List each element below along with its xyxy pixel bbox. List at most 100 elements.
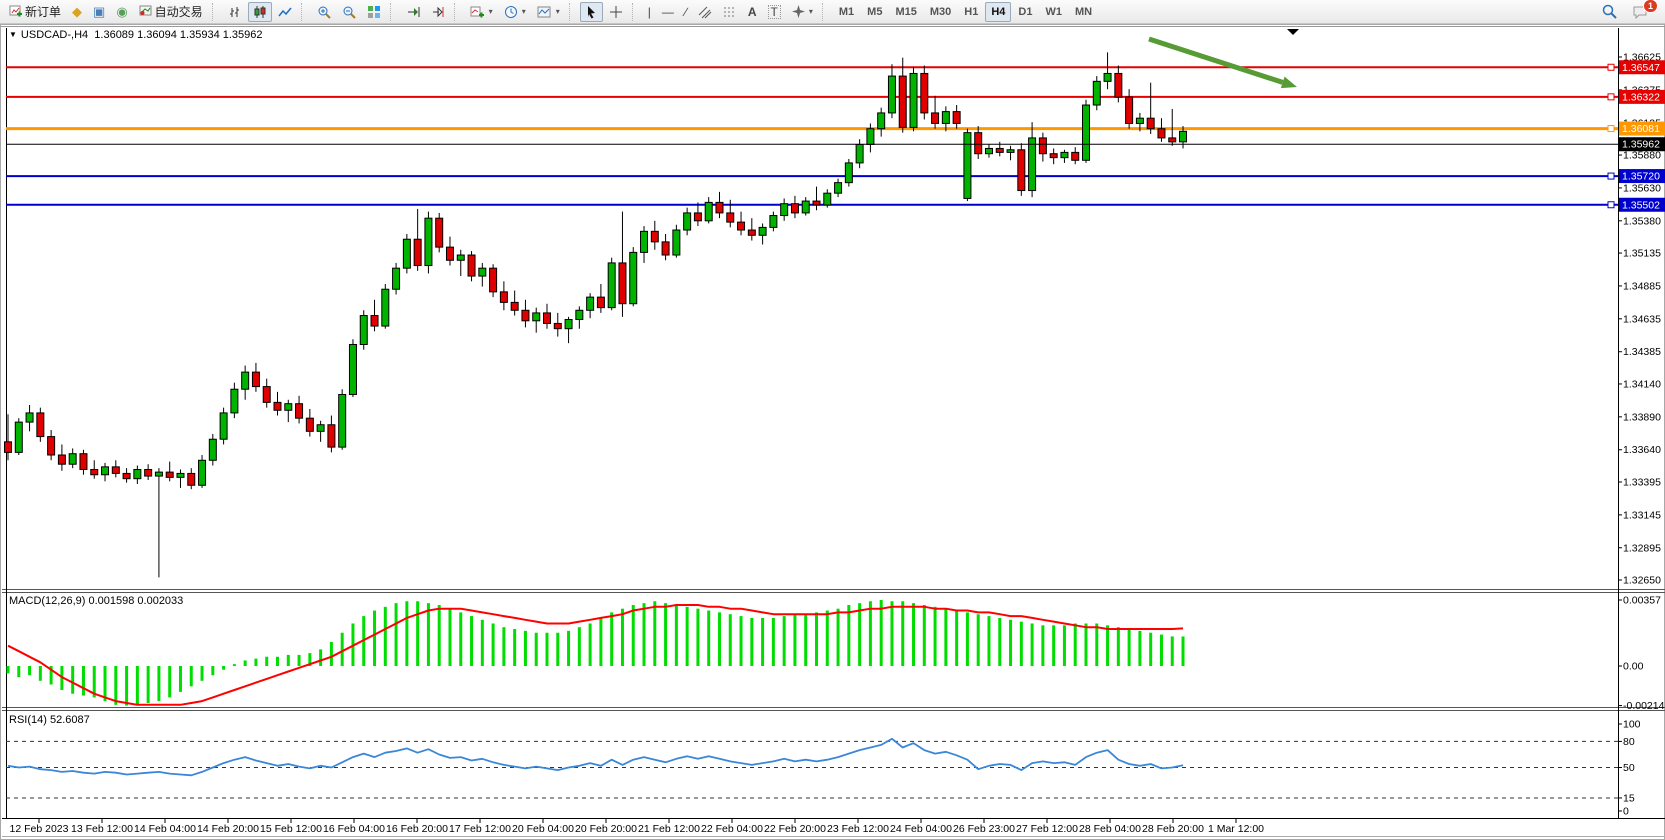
cursor-tool-button[interactable] xyxy=(579,1,603,22)
crosshair-icon xyxy=(609,5,622,18)
svg-text:24 Feb 04:00: 24 Feb 04:00 xyxy=(890,823,952,835)
svg-text:13 Feb 12:00: 13 Feb 12:00 xyxy=(71,823,133,835)
svg-text:20 Feb 20:00: 20 Feb 20:00 xyxy=(575,823,637,835)
text-tool-icon: A xyxy=(747,4,757,19)
vertical-line-icon: | xyxy=(647,4,651,19)
chart-window[interactable]: 1.366251.363751.361251.358801.356301.353… xyxy=(0,24,1665,840)
search-button[interactable] xyxy=(1597,2,1622,22)
dropdown-caret-icon: ▾ xyxy=(521,7,526,16)
notifications-button[interactable]: 1 xyxy=(1628,0,1658,22)
chart-shift-icon xyxy=(432,6,444,17)
svg-text:1.34140: 1.34140 xyxy=(1623,378,1661,390)
search-icon xyxy=(1602,4,1617,19)
dropdown-caret-icon: ▾ xyxy=(555,7,560,16)
autotrading-label: 自动交易 xyxy=(154,5,203,19)
toolbar-separator xyxy=(300,2,308,21)
clock-icon xyxy=(504,5,517,18)
tile-windows-icon xyxy=(367,5,380,18)
svg-text:21 Feb 12:00: 21 Feb 12:00 xyxy=(638,823,700,835)
equidistant-channel-icon xyxy=(698,6,712,18)
bar-chart-mode-button[interactable] xyxy=(223,2,247,22)
toolbar-separator xyxy=(211,2,219,21)
notification-badge: 1 xyxy=(1642,0,1658,13)
toolbar-separator xyxy=(389,2,397,21)
line-chart-icon xyxy=(278,7,292,16)
timeframe-h1-button[interactable]: H1 xyxy=(958,2,984,22)
svg-text:20 Feb 04:00: 20 Feb 04:00 xyxy=(512,823,574,835)
periods-button[interactable]: ▾ xyxy=(499,2,531,22)
timeframe-d1-button[interactable]: D1 xyxy=(1012,2,1038,22)
svg-text:15: 15 xyxy=(1623,792,1635,804)
top-toolbar: 新订单 ◆ ▣ ◉ 自动交易 ▾ ▾ ▾ | — ∕ xyxy=(0,0,1665,24)
crosshair-tool-button[interactable] xyxy=(604,2,628,22)
zoom-in-button[interactable] xyxy=(312,2,336,22)
panel-frames-layer xyxy=(1,26,1665,837)
text-tool-button[interactable]: A xyxy=(743,2,762,22)
metaeditor-icon: ◆ xyxy=(72,4,83,19)
timeframe-h4-button[interactable]: H4 xyxy=(985,1,1012,22)
toolbar-separator xyxy=(453,2,461,21)
svg-text:22 Feb 20:00: 22 Feb 20:00 xyxy=(764,823,826,835)
horizontal-line-tool-button[interactable]: — xyxy=(657,2,679,22)
terminal-button[interactable]: ▣ xyxy=(88,2,110,22)
macd-indicator-label: MACD(12,26,9) 0.001598 0.002033 xyxy=(9,595,184,607)
axes-layer: 1.366251.363751.361251.358801.356301.353… xyxy=(10,52,1665,835)
timeframe-m5-button[interactable]: M5 xyxy=(861,2,888,22)
svg-text:14 Feb 04:00: 14 Feb 04:00 xyxy=(134,823,196,835)
vertical-line-tool-button[interactable]: | xyxy=(643,2,656,22)
svg-text:1.33145: 1.33145 xyxy=(1623,509,1661,521)
autotrading-icon xyxy=(139,4,152,19)
auto-scroll-button[interactable] xyxy=(401,2,425,22)
arrows-tool-button[interactable]: ▾ xyxy=(787,2,818,22)
candlestick-mode-button[interactable] xyxy=(247,1,272,22)
zoom-out-icon xyxy=(343,6,356,19)
svg-text:1 Mar 12:00: 1 Mar 12:00 xyxy=(1208,823,1264,835)
svg-text:1.35380: 1.35380 xyxy=(1623,215,1661,227)
timeframe-m15-button[interactable]: M15 xyxy=(889,2,922,22)
timeframe-w1-button[interactable]: W1 xyxy=(1039,2,1068,22)
tile-windows-button[interactable] xyxy=(362,2,386,22)
channel-tool-button[interactable] xyxy=(693,2,717,22)
timeframe-m30-button[interactable]: M30 xyxy=(924,2,957,22)
svg-text:28 Feb 04:00: 28 Feb 04:00 xyxy=(1079,823,1141,835)
svg-text:100: 100 xyxy=(1623,719,1641,731)
dropdown-caret-icon: ▾ xyxy=(488,7,493,16)
svg-text:1.33640: 1.33640 xyxy=(1623,444,1661,456)
svg-text:1.35502: 1.35502 xyxy=(1622,199,1660,211)
dropdown-caret-icon: ▾ xyxy=(808,7,813,16)
fibonacci-icon xyxy=(723,7,736,16)
autotrading-button[interactable]: 自动交易 xyxy=(134,2,208,22)
timeframe-mn-button[interactable]: MN xyxy=(1069,2,1098,22)
chart-title: ▼ USDCAD-,H4 1.36089 1.36094 1.35934 1.35… xyxy=(9,29,263,41)
bar-chart-icon xyxy=(229,6,239,17)
line-chart-mode-button[interactable] xyxy=(273,2,297,22)
timeframe-m1-button[interactable]: M1 xyxy=(833,2,860,22)
svg-text:22 Feb 04:00: 22 Feb 04:00 xyxy=(701,823,763,835)
new-order-button[interactable]: 新订单 xyxy=(4,2,66,22)
svg-text:50: 50 xyxy=(1623,762,1635,774)
metaeditor-button[interactable]: ◆ xyxy=(67,2,87,22)
toolbar-separator xyxy=(821,2,829,21)
zoom-out-button[interactable] xyxy=(337,2,361,22)
macd-layer xyxy=(6,600,1185,706)
svg-text:1.32895: 1.32895 xyxy=(1623,542,1661,554)
chart-shift-button[interactable] xyxy=(426,2,450,22)
svg-text:1.36081: 1.36081 xyxy=(1622,123,1660,135)
signals-button[interactable]: ◉ xyxy=(111,2,132,22)
indicators-icon xyxy=(470,6,484,17)
chart-canvas[interactable]: 1.366251.363751.361251.358801.356301.353… xyxy=(1,25,1665,840)
rsi-layer xyxy=(6,737,1618,799)
indicators-button[interactable]: ▾ xyxy=(465,2,498,22)
svg-text:1.33395: 1.33395 xyxy=(1623,476,1661,488)
label-tool-button[interactable]: T xyxy=(763,2,786,22)
auto-scroll-icon xyxy=(407,6,420,17)
trendline-tool-button[interactable]: ∕ xyxy=(680,2,692,22)
horizontal-lines-layer xyxy=(6,63,1618,209)
fibonacci-tool-button[interactable] xyxy=(718,2,742,22)
candlestick-icon xyxy=(254,5,266,18)
svg-text:15 Feb 12:00: 15 Feb 12:00 xyxy=(260,823,322,835)
templates-button[interactable]: ▾ xyxy=(532,2,565,22)
toolbar-separator xyxy=(631,2,639,21)
